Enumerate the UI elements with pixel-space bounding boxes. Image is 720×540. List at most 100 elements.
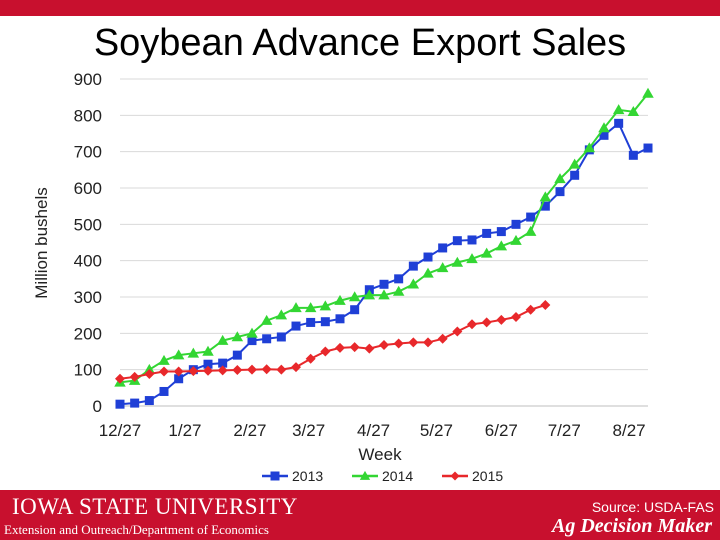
y-tick-label: 300: [74, 288, 102, 307]
legend-label-2014: 2014: [382, 468, 413, 484]
data-point-2015: [173, 366, 184, 377]
data-point-2013: [482, 228, 492, 238]
data-point-2014: [172, 349, 185, 360]
series-line-2014: [119, 92, 649, 384]
x-axis-title: Week: [358, 445, 402, 464]
data-point-2014: [510, 234, 522, 245]
data-point-2013: [350, 305, 360, 315]
data-point-2013: [526, 212, 536, 222]
data-point-2014: [598, 122, 610, 133]
export-sales-chart: 0 100 200 300 400 500 600 700 800 900 12/27 1/27 2/2…: [32, 70, 654, 484]
data-point-2015: [481, 317, 492, 328]
data-point-2013: [452, 236, 462, 246]
data-point-2013: [379, 279, 389, 289]
y-tick-label: 400: [74, 252, 102, 271]
data-point-2013: [144, 396, 154, 406]
data-point-2014: [524, 225, 537, 236]
data-point-2014: [392, 285, 405, 296]
data-point-2015: [379, 339, 389, 350]
data-point-2014: [554, 173, 566, 184]
data-point-2014: [422, 267, 434, 278]
data-point-2013: [423, 252, 433, 262]
data-point-2015: [364, 343, 375, 354]
data-point-2014: [583, 142, 596, 153]
data-point-2015: [335, 342, 345, 353]
data-point-2015: [276, 364, 287, 375]
data-point-2013: [232, 350, 242, 360]
y-tick-label: 500: [74, 215, 102, 234]
data-point-2015: [217, 365, 228, 376]
legend-marker-2015: [450, 471, 460, 481]
data-point-2015: [452, 326, 463, 337]
ag-decision-maker-logo: Ag Decision Maker: [552, 515, 712, 537]
x-tick-label: 2/27: [233, 421, 266, 440]
y-tick-label: 100: [74, 361, 102, 380]
x-tick-label: 1/27: [168, 421, 201, 440]
data-point-2014: [407, 278, 420, 289]
data-point-2014: [539, 191, 552, 202]
x-tick-label: 5/27: [420, 421, 453, 440]
data-point-2013: [159, 386, 169, 396]
data-point-2014: [304, 302, 317, 313]
data-point-2014: [246, 327, 258, 338]
legend-label-2013: 2013: [292, 468, 323, 484]
data-point-2013: [511, 219, 521, 229]
data-point-2014: [568, 158, 581, 169]
data-point-2014: [319, 300, 332, 311]
source-note: Source: USDA-FAS: [591, 499, 714, 515]
x-tick-label: 8/27: [613, 421, 646, 440]
data-point-2013: [203, 359, 213, 369]
data-point-2015: [115, 373, 125, 384]
data-point-2013: [218, 358, 228, 368]
data-point-2013: [540, 201, 550, 211]
data-point-2015: [467, 319, 477, 330]
series-line-2015: [119, 304, 546, 380]
data-point-2013: [496, 227, 506, 237]
data-point-2015: [232, 365, 243, 376]
data-point-2013: [335, 314, 345, 324]
y-tick-label: 600: [74, 179, 102, 198]
data-point-2015: [511, 311, 521, 322]
data-point-2014: [612, 104, 625, 115]
footer-band: Iowa State University Extension and Outr…: [0, 490, 720, 540]
data-point-2013: [438, 243, 448, 253]
y-axis-title: Million bushels: [32, 187, 51, 299]
x-tick-label: 6/27: [485, 421, 518, 440]
data-point-2015: [247, 364, 257, 375]
data-point-2015: [423, 337, 433, 348]
data-point-2013: [291, 321, 301, 331]
top-band: [0, 0, 720, 16]
x-tick-label: 12/27: [99, 421, 142, 440]
data-point-2015: [203, 365, 213, 376]
data-point-2013: [614, 118, 624, 128]
data-point-2014: [202, 345, 214, 356]
x-tick-label: 7/27: [548, 421, 581, 440]
data-point-2014: [436, 262, 449, 273]
data-point-2015: [188, 366, 199, 377]
y-tick-label: 0: [93, 397, 102, 416]
data-point-2015: [261, 364, 272, 375]
data-point-2015: [525, 304, 536, 315]
legend-label-2015: 2015: [472, 468, 503, 484]
data-point-2015: [496, 314, 507, 325]
data-point-2015: [291, 362, 301, 373]
data-point-2013: [599, 130, 609, 140]
data-point-2014: [143, 363, 156, 374]
data-point-2013: [262, 334, 272, 344]
data-point-2014: [187, 347, 200, 358]
data-point-2013: [174, 374, 184, 384]
data-point-2013: [467, 235, 477, 245]
data-point-2015: [540, 299, 551, 310]
y-tick-label: 200: [74, 324, 102, 343]
data-point-2013: [408, 261, 418, 271]
data-point-2013: [555, 187, 565, 197]
x-tick-label: 3/27: [292, 421, 325, 440]
data-point-2014: [642, 87, 654, 98]
data-point-2015: [349, 342, 360, 353]
data-point-2013: [306, 317, 316, 327]
data-point-2014: [275, 309, 288, 320]
data-point-2015: [408, 337, 419, 348]
legend-marker-2014: [359, 470, 371, 480]
series-line-2013: [119, 121, 649, 406]
data-point-2014: [627, 105, 640, 116]
